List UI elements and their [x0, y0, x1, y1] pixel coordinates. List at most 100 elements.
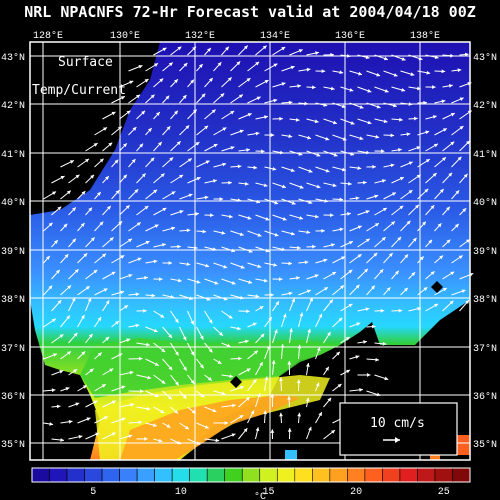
current-vector-head: [372, 164, 376, 169]
current-vector-head: [49, 422, 54, 426]
latitude-label-left: 40°N: [1, 197, 25, 209]
current-vector-head: [136, 222, 141, 226]
current-vector-head: [393, 73, 398, 77]
current-vector-head: [321, 69, 326, 74]
current-vector-head: [168, 261, 173, 265]
current-vector-head: [102, 253, 107, 258]
current-vector-head: [295, 117, 300, 122]
current-vector-head: [348, 181, 352, 186]
current-vector-head: [290, 231, 295, 236]
current-vector-head: [199, 364, 204, 369]
temperature-colorbar: [31, 467, 471, 483]
current-vector-head: [457, 68, 462, 73]
current-vector-head: [253, 350, 258, 355]
current-vector-head: [171, 226, 176, 231]
current-vector-head: [291, 298, 295, 303]
current-vector-head: [174, 110, 178, 115]
current-vector-head: [223, 296, 228, 301]
current-vector-head: [459, 97, 464, 101]
current-vector-head: [323, 103, 328, 107]
current-vector-head: [441, 69, 446, 74]
current-vector-head: [247, 216, 252, 220]
current-vector-head: [118, 353, 123, 357]
colorbar-cell: [66, 467, 85, 483]
current-vector-head: [158, 277, 163, 282]
current-vector-head: [332, 183, 337, 188]
current-vector-head: [208, 348, 213, 353]
current-vector-head: [288, 134, 293, 139]
current-vector-head: [323, 258, 328, 263]
current-vector-head: [103, 288, 108, 292]
current-vector-head: [432, 173, 437, 177]
current-vector-head: [124, 305, 129, 309]
current-vector-head: [266, 345, 271, 350]
current-vector-head: [279, 377, 283, 382]
current-vector-head: [158, 438, 163, 443]
current-vector-head: [331, 430, 335, 434]
cold-spot: [285, 450, 297, 460]
current-vector-head: [144, 437, 148, 441]
current-vector-head: [419, 256, 424, 261]
current-vector-head: [274, 232, 279, 237]
current-vector-head: [391, 221, 395, 226]
current-vector-head: [51, 388, 56, 393]
current-vector-head: [298, 49, 303, 53]
current-vector-head: [45, 255, 50, 260]
current-vector-head: [144, 205, 149, 210]
current-vector-head: [174, 318, 179, 323]
current-vector-head: [265, 216, 270, 221]
current-vector-head: [64, 254, 69, 259]
current-vector-head: [305, 397, 310, 402]
current-vector-head: [106, 205, 111, 210]
current-vector-head: [333, 153, 338, 157]
latitude-label-left: 42°N: [1, 100, 25, 112]
current-vector-head: [304, 101, 309, 106]
current-vector-head: [291, 201, 296, 205]
longitude-label: 138°E: [410, 30, 440, 42]
current-vector-head: [238, 356, 242, 361]
current-vector-head: [408, 190, 413, 194]
current-vector-head: [236, 61, 241, 66]
current-vector-head: [450, 53, 454, 58]
current-vector-head: [255, 61, 260, 66]
current-vector-head: [121, 417, 126, 422]
current-vector-head: [299, 312, 304, 317]
current-vector-head: [255, 131, 260, 136]
current-vector-head: [67, 351, 72, 355]
current-vector-head: [144, 79, 149, 83]
current-vector-head: [68, 419, 73, 424]
current-vector-head: [54, 240, 58, 244]
current-vector-head: [273, 263, 278, 267]
current-vector-head: [365, 150, 370, 155]
current-vector-head: [99, 158, 104, 163]
latitude-label-right: 37°N: [473, 343, 497, 355]
current-vector-head: [287, 428, 292, 432]
current-vector-head: [59, 334, 64, 338]
current-vector-head: [248, 249, 253, 253]
current-vector-head: [256, 96, 261, 101]
current-vector-head: [147, 128, 152, 132]
current-vector-head: [312, 85, 316, 90]
current-vector-head: [288, 261, 293, 266]
current-vector-head: [318, 412, 322, 417]
latitude-label-right: 40°N: [473, 197, 497, 209]
current-vector-head: [253, 165, 258, 170]
colorbar-tick-label: 10: [175, 487, 187, 498]
current-vector-head: [243, 428, 248, 433]
current-vector-head: [226, 343, 231, 348]
current-vector-head: [342, 137, 347, 141]
current-vector-head: [238, 94, 243, 99]
current-vector-head: [205, 160, 210, 165]
current-vector-head: [162, 47, 167, 52]
current-vector-head: [395, 270, 399, 275]
colorbar-cell: [382, 467, 401, 483]
current-vector-head: [299, 216, 304, 220]
current-vector-head: [59, 370, 64, 374]
current-vector-head: [390, 163, 395, 168]
current-vector-head: [327, 331, 331, 336]
current-vector-head: [125, 205, 130, 210]
current-vector-head: [222, 162, 227, 167]
current-vector-head: [161, 348, 166, 352]
current-vector-head: [357, 225, 362, 230]
current-vector-head: [321, 228, 325, 233]
